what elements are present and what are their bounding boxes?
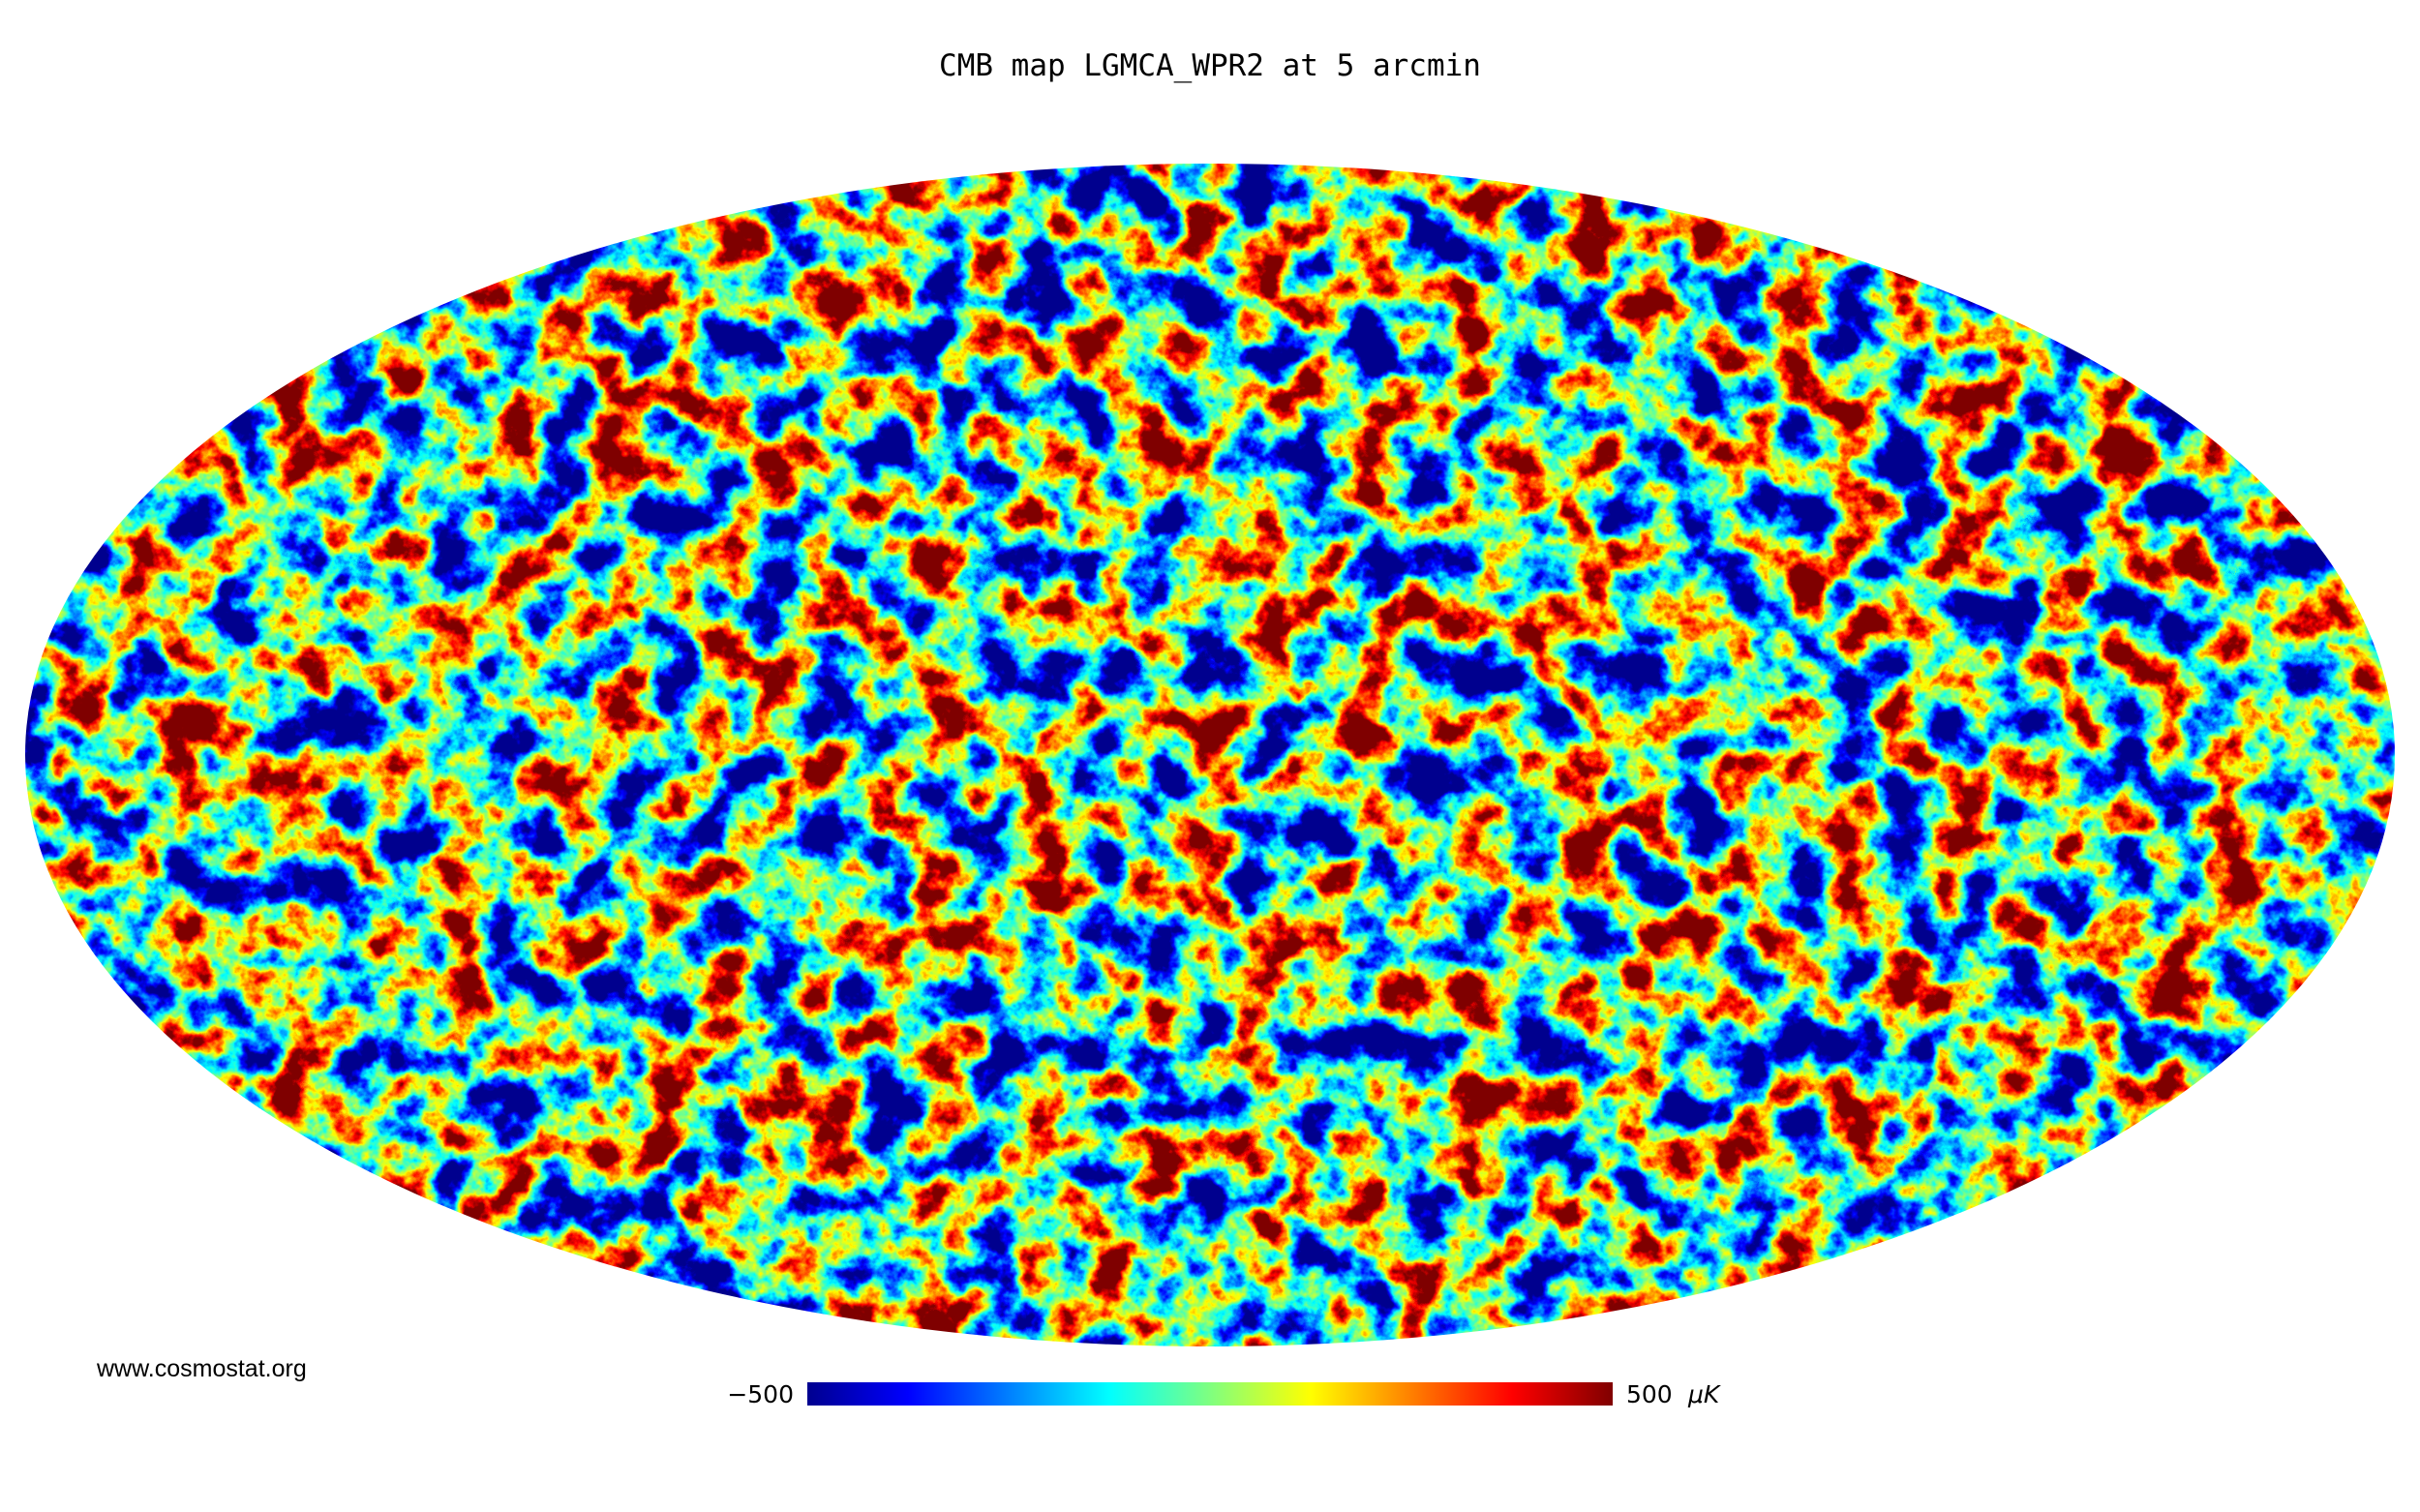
- map-title: CMB map LGMCA_WPR2 at 5 arcmin: [939, 48, 1481, 83]
- colorbar: [807, 1382, 1613, 1406]
- cmb-texture: [25, 164, 2395, 1346]
- colorbar-max-label: 500: [1626, 1380, 1673, 1408]
- colorbar-min-label: −500: [727, 1380, 794, 1408]
- footer-credit: www.cosmostat.org: [96, 1355, 307, 1382]
- sky-map: [25, 164, 2395, 1346]
- colorbar-unit: μK: [1687, 1380, 1722, 1408]
